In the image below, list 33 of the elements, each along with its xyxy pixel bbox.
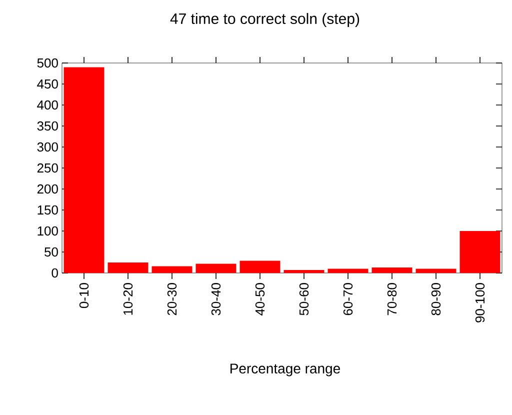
bar (328, 268, 368, 273)
bar (64, 67, 104, 273)
y-tick-label: 150 (38, 205, 58, 215)
x-tick-label: 0-10 (79, 283, 89, 308)
y-tick-label: 0 (52, 268, 58, 278)
x-tick-label: 40-50 (255, 283, 265, 316)
bar (196, 264, 236, 273)
chart-title: 47 time to correct soln (step) (170, 13, 360, 27)
x-tick-label: 10-20 (123, 283, 133, 315)
x-tick-label: 80-90 (431, 283, 441, 316)
x-tick-label: 60-70 (343, 283, 353, 316)
y-tick-label: 250 (37, 163, 58, 173)
y-tick-label: 450 (37, 79, 58, 89)
x-axis-title: Percentage range (230, 364, 340, 376)
y-tick-label: 500 (37, 58, 58, 68)
bar (284, 270, 324, 273)
y-tick-label: 50 (44, 247, 58, 257)
y-tick-label: 350 (37, 121, 58, 131)
bar (372, 268, 412, 273)
y-tick-label: 100 (38, 226, 58, 236)
bar (416, 268, 456, 273)
x-tick-label: 20-30 (167, 283, 177, 316)
y-tick-label: 200 (37, 184, 58, 194)
x-tick-label: 30-40 (211, 283, 221, 316)
bar (152, 266, 192, 273)
x-tick-label: 50-60 (299, 283, 309, 316)
x-tick-label: 90-100 (475, 283, 485, 322)
x-tick-label: 70-80 (387, 283, 397, 316)
bar (240, 260, 280, 273)
y-tick-label: 400 (37, 100, 58, 110)
y-tick-label: 300 (37, 142, 58, 152)
bar (460, 230, 500, 273)
bar (108, 262, 148, 273)
